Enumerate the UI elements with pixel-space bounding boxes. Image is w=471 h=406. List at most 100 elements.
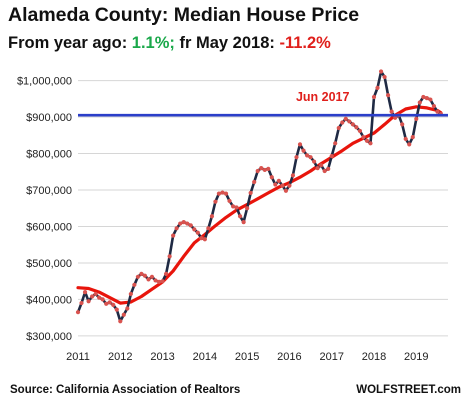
subtitle-mid: fr May 2018: — [174, 34, 280, 52]
data-point — [216, 191, 222, 196]
x-tick-label: 2013 — [150, 351, 174, 363]
data-point — [97, 295, 102, 300]
data-point — [125, 306, 130, 311]
data-point — [82, 290, 88, 295]
data-point — [202, 237, 207, 242]
data-point — [347, 119, 352, 124]
data-point — [357, 128, 363, 134]
annotation-label: Jun 2017 — [296, 90, 350, 104]
data-point — [160, 279, 165, 284]
annotation-layer: Jun 2017 — [296, 90, 350, 104]
data-point — [181, 219, 186, 225]
data-point — [259, 166, 264, 171]
data-point — [336, 125, 341, 131]
data-point — [121, 312, 126, 317]
data-point — [132, 282, 137, 287]
moving-average-line — [76, 105, 443, 305]
data-point — [237, 214, 243, 219]
data-point — [75, 310, 81, 315]
data-point — [255, 168, 260, 174]
data-point — [403, 136, 408, 142]
data-point — [326, 166, 331, 171]
data-point — [311, 159, 317, 164]
x-tick-label: 2012 — [108, 351, 132, 363]
data-point — [322, 168, 327, 174]
data-point — [378, 69, 384, 74]
data-point — [230, 204, 236, 209]
data-point — [220, 190, 225, 195]
y-axis: $300,000 $400,000 $500,000 $600,000 $700,000… — [17, 76, 72, 343]
data-point — [252, 179, 257, 185]
data-point — [192, 227, 197, 232]
data-point — [195, 230, 200, 235]
data-point — [153, 278, 158, 283]
chart-title: Alameda County: Median House Price — [8, 4, 360, 26]
y-tick-label: $400,000 — [26, 294, 72, 306]
data-point — [410, 135, 415, 140]
data-point — [266, 166, 271, 171]
data-point — [343, 116, 348, 121]
x-tick-label: 2014 — [193, 351, 217, 363]
data-point — [340, 120, 345, 125]
brand-label: WOLFSTREET.com — [356, 384, 461, 396]
data-point — [174, 226, 179, 231]
data-point — [142, 273, 148, 278]
yoy-change: 1.1%; — [131, 34, 175, 52]
x-tick-label: 2011 — [66, 351, 90, 363]
data-point — [118, 319, 123, 324]
data-point — [329, 153, 334, 159]
data-point — [114, 307, 119, 312]
y-tick-label: $900,000 — [26, 112, 72, 124]
data-point — [283, 188, 289, 193]
data-point — [171, 233, 176, 238]
data-point — [111, 302, 116, 307]
x-tick-label: 2016 — [277, 351, 301, 363]
data-point — [304, 153, 310, 158]
data-point — [393, 115, 398, 120]
y-tick-label: $600,000 — [26, 221, 72, 233]
data-point — [333, 141, 338, 146]
y-tick-label: $1,000,000 — [17, 76, 72, 88]
data-point — [428, 97, 433, 102]
data-point — [276, 178, 281, 183]
data-point — [290, 173, 296, 178]
data-point — [146, 277, 151, 282]
data-point — [407, 142, 412, 147]
data-point — [89, 294, 95, 299]
data-point — [354, 125, 359, 130]
data-point — [417, 100, 422, 105]
data-point — [389, 109, 394, 114]
data-point — [245, 206, 250, 211]
data-point — [280, 183, 285, 188]
data-point — [414, 116, 419, 121]
data-point — [319, 163, 324, 168]
change-from-peak: -11.2% — [279, 34, 331, 52]
data-point — [368, 141, 373, 146]
series-layer — [75, 69, 444, 324]
data-point — [188, 223, 193, 228]
data-point — [382, 74, 387, 80]
y-tick-label: $300,000 — [26, 331, 72, 343]
data-point — [104, 301, 109, 306]
data-point — [400, 122, 405, 127]
data-point — [308, 155, 313, 160]
data-point — [149, 274, 155, 279]
data-point — [364, 138, 370, 143]
data-point — [248, 190, 253, 196]
data-point — [100, 297, 105, 302]
data-point — [297, 142, 303, 147]
data-point — [301, 148, 306, 153]
data-point — [79, 300, 84, 306]
data-point — [375, 85, 380, 90]
data-point — [287, 183, 292, 188]
x-tick-label: 2019 — [404, 351, 428, 363]
grid-layer — [78, 80, 448, 337]
data-point — [431, 104, 437, 109]
data-point — [178, 221, 183, 226]
data-point — [269, 175, 274, 180]
data-point — [185, 221, 190, 226]
data-point — [424, 95, 429, 101]
data-point — [350, 122, 355, 127]
data-point — [371, 94, 377, 100]
